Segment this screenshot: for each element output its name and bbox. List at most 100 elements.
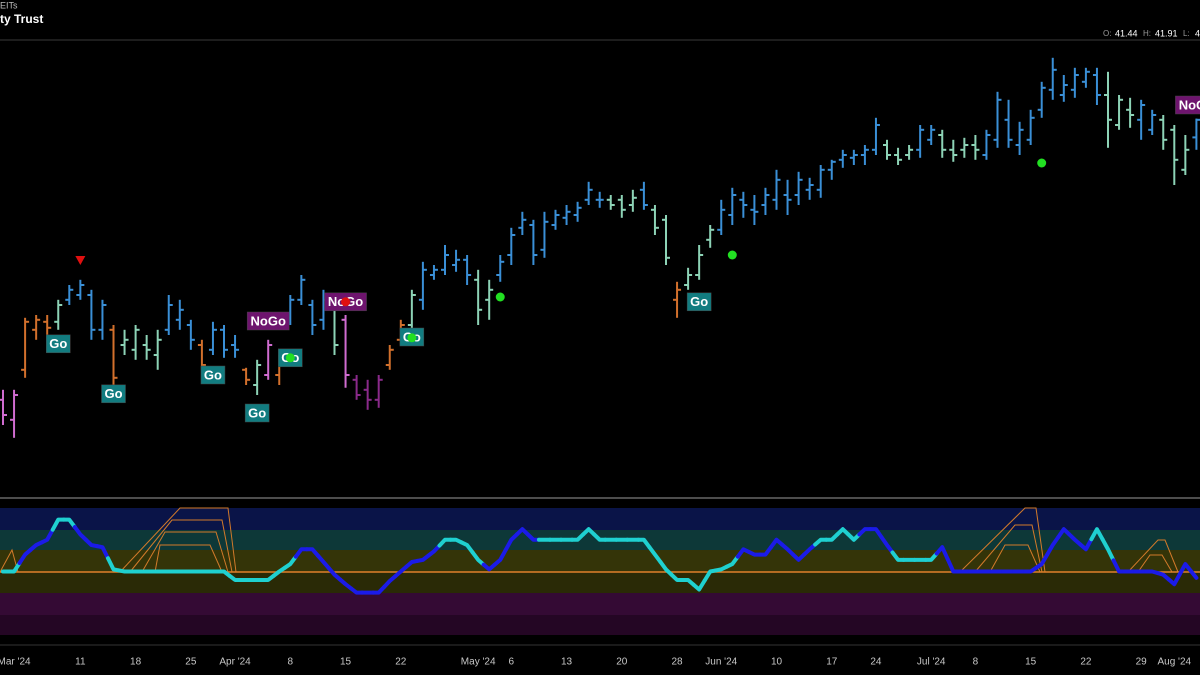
- cone: [119, 507, 237, 573]
- oscillator-segment: [1078, 537, 1094, 552]
- oscillator-segment: [271, 565, 287, 578]
- oscillator-segment: [868, 527, 884, 540]
- quote: O: 41.44 H: 41.91 L: 4: [1103, 28, 1200, 38]
- oscillator-segment: [824, 532, 840, 542]
- oscillator-segment: [1067, 532, 1083, 547]
- x-tick-label: 6: [509, 657, 515, 668]
- annotation-label: Go: [49, 336, 67, 351]
- oscillator-segment: [282, 554, 298, 570]
- band: [0, 615, 1200, 635]
- oscillator-segment: [735, 547, 751, 559]
- oscillator-segment: [28, 540, 44, 552]
- oscillator-segment: [1089, 527, 1105, 542]
- oscillator-segment: [6, 561, 22, 574]
- oscillator-segment: [39, 527, 55, 545]
- oscillator-segment: [371, 584, 387, 595]
- x-tick-label: Apr '24: [219, 657, 251, 668]
- oscillator-segment: [1045, 535, 1061, 557]
- cone: [959, 507, 1046, 573]
- oscillator-segment: [481, 562, 497, 572]
- x-tick-label: 8: [288, 657, 294, 668]
- annotation-box: [1175, 95, 1200, 115]
- oscillator-segment: [581, 527, 597, 537]
- annotation-box: [200, 365, 226, 385]
- oscillator-bands: [0, 508, 1200, 635]
- oscillator-segment: [1023, 565, 1039, 574]
- oscillator-segment: [326, 566, 343, 582]
- oscillator-segment: [470, 550, 486, 567]
- oscillator-segment: [724, 554, 740, 569]
- annotation-label: NoGo: [1179, 97, 1200, 112]
- oscillator-segment: [514, 527, 530, 537]
- oscillator-segment: [338, 577, 354, 591]
- annotation-box: [246, 311, 290, 331]
- oscillator-segment: [658, 559, 674, 577]
- x-tick-label: 25: [185, 657, 197, 668]
- band: [0, 593, 1200, 615]
- oscillator-segment: [426, 543, 442, 558]
- x-tick-label: Jul '24: [917, 657, 946, 668]
- oscillator-segment: [1034, 552, 1050, 570]
- x-tick-label: 29: [1136, 657, 1148, 668]
- x-tick-label: Aug '24: [1157, 657, 1191, 668]
- oscillator-segment: [713, 564, 729, 573]
- cone: [141, 531, 229, 573]
- quote-label: L:: [1183, 29, 1190, 38]
- annotation-box: [46, 334, 71, 354]
- x-tick-label: 10: [771, 657, 783, 668]
- marker-dot: [285, 353, 295, 363]
- oscillator-segment: [492, 547, 508, 567]
- annotation-label: Go: [104, 386, 122, 401]
- oscillator-segment: [846, 532, 862, 542]
- cone: [974, 524, 1043, 573]
- oscillator-segment: [61, 517, 77, 530]
- cone: [1127, 539, 1179, 573]
- oscillator-segment: [72, 525, 88, 542]
- oscillator-segment: [802, 542, 818, 557]
- x-tick-label: 18: [130, 657, 142, 668]
- oscillator-segment: [879, 535, 895, 555]
- quote-label: O:: [1103, 29, 1111, 38]
- annotation-box: [101, 384, 126, 404]
- marker-dot: [341, 297, 351, 307]
- oscillator-segment: [691, 578, 707, 592]
- title: ty Trust: [0, 12, 43, 26]
- annotation-box: [686, 292, 712, 312]
- band: [0, 572, 1200, 593]
- oscillator-segment: [780, 542, 796, 557]
- x-tick-label: May '24: [461, 657, 496, 668]
- oscillator-segment: [448, 537, 464, 545]
- x-tick-label: 15: [1025, 657, 1037, 668]
- oscillator-segment: [1100, 537, 1116, 563]
- annotation-box: [244, 403, 270, 423]
- annotation-label: NoGo: [251, 313, 286, 328]
- marker-triangle: [75, 256, 86, 265]
- x-tick-label: 8: [973, 657, 979, 668]
- cone: [0, 548, 19, 573]
- oscillator-segment: [791, 552, 807, 562]
- band: [0, 508, 1200, 530]
- oscillator-segment: [923, 551, 939, 562]
- oscillator-segment: [260, 573, 276, 582]
- oscillator-segment: [570, 532, 586, 542]
- oscillator-segment: [757, 545, 773, 557]
- oscillator-segment: [382, 574, 398, 589]
- oscillator-segment: [1166, 572, 1182, 587]
- band: [0, 550, 1200, 572]
- x-tick-label: 13: [561, 657, 573, 668]
- oscillator-segment: [393, 564, 409, 579]
- quote-label: H:: [1143, 29, 1151, 38]
- marker-dot: [495, 292, 505, 302]
- oscillator-segment: [647, 545, 663, 564]
- annotation-label: Go: [248, 405, 266, 420]
- cone: [129, 519, 233, 573]
- marker-dot: [727, 250, 737, 260]
- cone: [1137, 554, 1173, 573]
- oscillator-segment: [1177, 562, 1193, 577]
- x-tick-label: 11: [75, 657, 86, 668]
- marker-dot: [407, 333, 417, 343]
- oscillator-segment: [835, 527, 851, 537]
